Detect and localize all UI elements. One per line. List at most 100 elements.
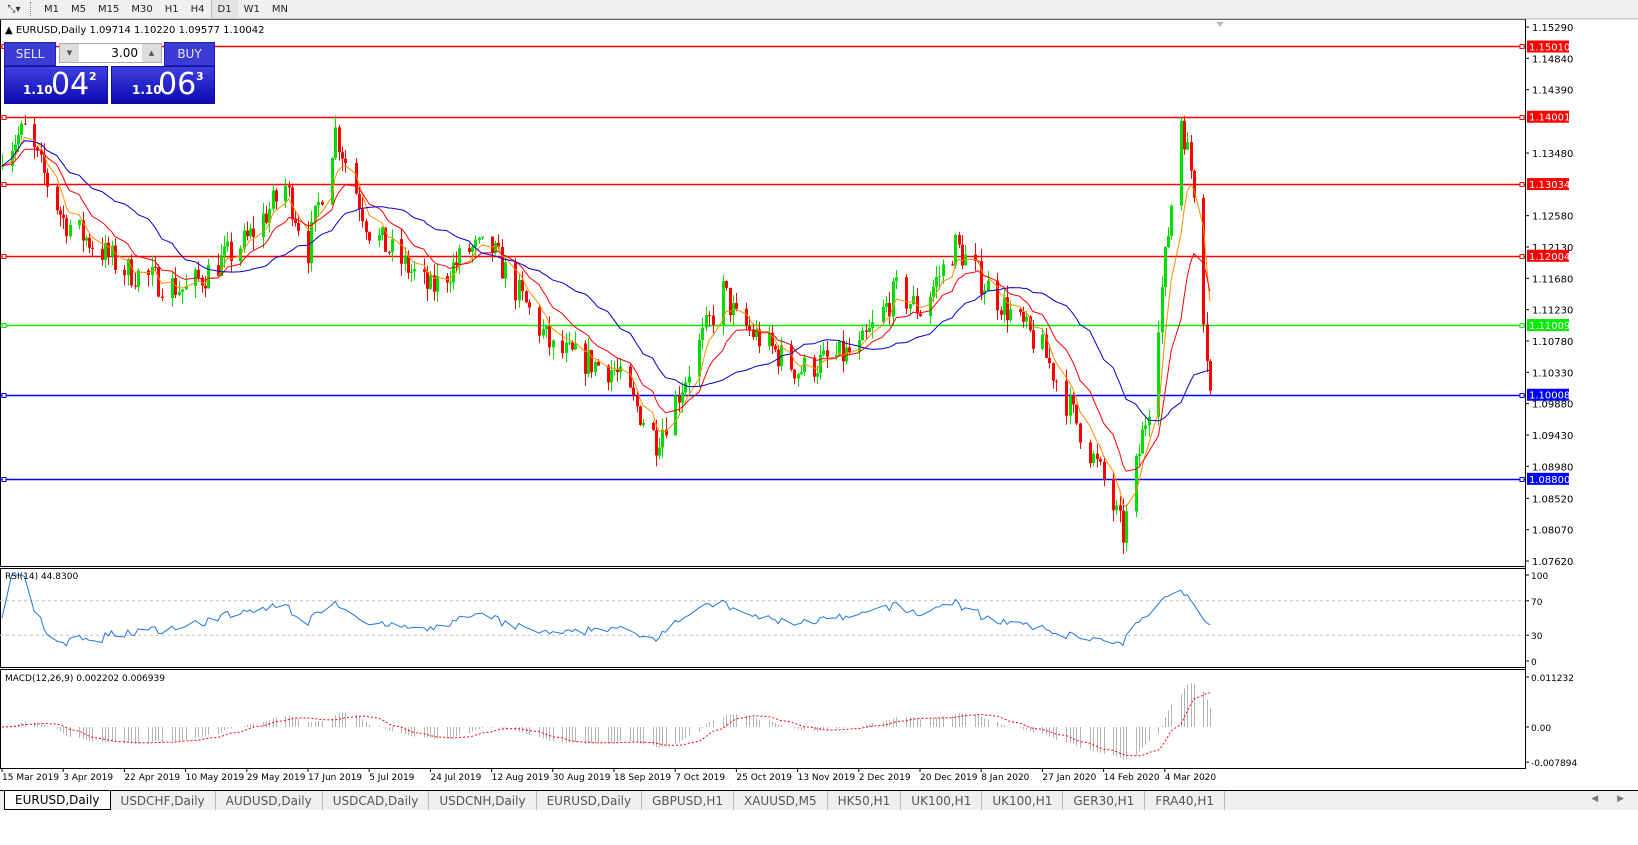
timeframe-m15[interactable]: M15 [98, 3, 120, 15]
candle-body [661, 429, 664, 448]
candle-body [610, 370, 613, 383]
candle-body [252, 228, 255, 238]
sell-button[interactable]: SELL [4, 42, 56, 66]
candle-body [82, 220, 85, 241]
tab-usdcad-daily[interactable]: USDCAD,Daily [323, 791, 430, 810]
lots-decrease-icon[interactable]: ▼ [60, 44, 79, 62]
level-handle [1519, 254, 1525, 259]
tab-usdchf-daily[interactable]: USDCHF,Daily [111, 791, 216, 810]
tab-fra40-h1[interactable]: FRA40,H1 [1145, 791, 1226, 810]
timeframe-w1[interactable]: W1 [243, 3, 260, 15]
candle-body [790, 345, 793, 370]
price-tick-label: 1.12580 [1532, 212, 1573, 223]
candle-body [1096, 453, 1099, 460]
timeframe-buttons: M1 M5 M15 M30 H1 H4 D1 W1 MN [38, 0, 294, 18]
candle-body [571, 342, 574, 350]
timeframe-m30[interactable]: M30 [131, 3, 153, 15]
tab-uk100-h1[interactable]: UK100,H1 [901, 791, 983, 810]
date-tick-label: 4 Mar 2020 [1165, 773, 1217, 783]
buy-button[interactable]: BUY [164, 42, 215, 66]
level-price-tag [1527, 110, 1569, 123]
macd-label: MACD(12,26,9) 0.002202 0.006939 [5, 674, 165, 684]
rsi-label: RSI(14) 44.8300 [5, 572, 79, 582]
tab-audusd-daily[interactable]: AUDUSD,Daily [216, 791, 323, 810]
date-tick-label: 22 Apr 2019 [124, 773, 180, 783]
tab-gbpusd-h1[interactable]: GBPUSD,H1 [642, 791, 734, 810]
candle-body [1079, 423, 1082, 443]
candle-body [1006, 297, 1009, 321]
candle-body [452, 262, 455, 283]
date-tick-label: 7 Oct 2019 [675, 773, 725, 783]
candle-body [1075, 404, 1078, 424]
candle-body [154, 266, 157, 268]
date-tick-label: 18 Sep 2019 [614, 773, 671, 783]
toolbar-grip[interactable] [30, 2, 36, 16]
tab-eurusd-daily[interactable]: EURUSD,Daily [4, 791, 111, 810]
candle-body [803, 357, 806, 373]
rsi-tick-label: 100 [1531, 572, 1548, 582]
candle-body [594, 361, 597, 373]
candle-body [56, 186, 59, 211]
date-tick-label: 30 Aug 2019 [553, 773, 611, 783]
candle-body [655, 430, 658, 456]
candle-body [826, 350, 829, 357]
lots-input[interactable] [79, 44, 142, 62]
candle-body [1119, 505, 1122, 511]
chart-ohlc: 1.09714 1.10220 1.09577 1.10042 [89, 25, 265, 36]
candle-body [388, 251, 391, 253]
candle-body [230, 241, 233, 262]
date-tick-label: 5 Jul 2019 [369, 773, 414, 783]
tab-xauusd-m5[interactable]: XAUUSD,M5 [734, 791, 828, 810]
timeframe-mn[interactable]: MN [271, 3, 288, 15]
level-price-label: 1.13034 [1529, 180, 1570, 191]
candle-body [284, 185, 287, 202]
timeframe-m1[interactable]: M1 [44, 3, 59, 15]
candle-body [652, 423, 655, 431]
candle-body [574, 343, 577, 350]
level-price-tag [1527, 249, 1569, 262]
bid-quote[interactable]: 1.10 04 2 [4, 66, 108, 104]
candle-body [426, 271, 429, 289]
lots-increase-icon[interactable]: ▲ [142, 44, 161, 62]
level-handle [1, 254, 7, 259]
candle-body [341, 152, 344, 159]
candle-body [137, 270, 140, 287]
candle-body [800, 372, 803, 375]
tab-ger30-h1[interactable]: GER30,H1 [1063, 791, 1146, 810]
collapse-arrow-icon[interactable]: ▲ [5, 25, 13, 36]
candle-body [40, 150, 43, 155]
timeframe-h1[interactable]: H1 [164, 3, 179, 15]
candle-body [752, 329, 755, 337]
ask-quote[interactable]: 1.10 06 3 [111, 66, 215, 104]
candle-body [344, 158, 347, 164]
tab-eurusd-daily[interactable]: EURUSD,Daily [537, 791, 643, 810]
candle-body [996, 280, 999, 311]
tab-hk50-h1[interactable]: HK50,H1 [828, 791, 902, 810]
bid-pip: 2 [89, 70, 97, 83]
candle-body [391, 239, 394, 252]
candle-body [848, 347, 851, 353]
line-tool-icon[interactable]: ⤡▾ [7, 3, 21, 15]
candle-body [658, 447, 661, 456]
macd-tick-label: -0.007894 [1531, 759, 1577, 769]
candle-body [1019, 309, 1022, 312]
candle-body [758, 329, 761, 347]
candle-body [1206, 324, 1209, 362]
chart-canvas[interactable]: 1.15290 1.14840 1.14390 1.13480 1.12580 1.121… [0, 0, 1638, 790]
candle-body [243, 230, 246, 249]
tab-scroll-arrows[interactable]: ◀ ▶ [1591, 794, 1632, 804]
tab-uk100-h1[interactable]: UK100,H1 [982, 791, 1064, 810]
candle-body [157, 267, 160, 297]
candle-body [384, 227, 387, 252]
rsi-tick-label: 70 [1531, 598, 1543, 608]
candle-body [436, 275, 439, 292]
timeframe-h4[interactable]: H4 [190, 3, 205, 15]
candle-body [107, 242, 110, 257]
candle-body [1069, 395, 1072, 416]
timeframe-d1[interactable]: D1 [210, 0, 238, 18]
timeframe-m5[interactable]: M5 [71, 3, 86, 15]
candle-body [983, 290, 986, 295]
candle-body [793, 369, 796, 379]
tab-usdcnh-daily[interactable]: USDCNH,Daily [429, 791, 537, 810]
candle-body [314, 205, 317, 222]
